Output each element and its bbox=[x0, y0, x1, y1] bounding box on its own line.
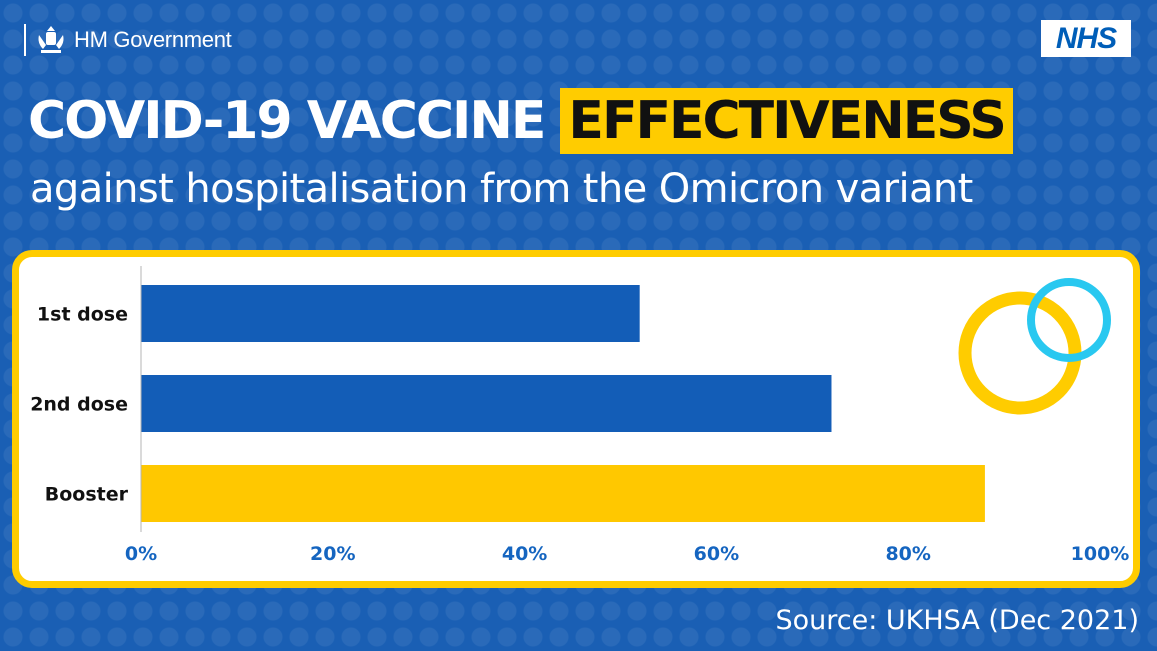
logo-divider bbox=[24, 24, 26, 56]
hm-government-logo: HM Government bbox=[24, 22, 232, 58]
category-label: 2nd dose bbox=[30, 394, 128, 416]
chart-card: 1st dose 2nd dose Booster 0% 20% 40% 60% 80% 10… bbox=[12, 250, 1140, 588]
bar-1st-dose bbox=[141, 285, 640, 342]
source-note: Source: UKHSA (Dec 2021) bbox=[775, 605, 1140, 636]
page-subtitle: against hospitalisation from the Omicron… bbox=[30, 166, 973, 212]
category-label: 1st dose bbox=[37, 304, 128, 326]
x-tick-label: 20% bbox=[310, 543, 355, 565]
x-tick-label: 40% bbox=[502, 543, 547, 565]
category-label: Booster bbox=[45, 484, 129, 506]
x-tick-label: 80% bbox=[885, 543, 930, 565]
nhs-logo-text: NHS bbox=[1055, 21, 1117, 55]
nhs-logo: NHS bbox=[1041, 20, 1131, 57]
x-tick-label: 60% bbox=[694, 543, 739, 565]
page-title: COVID-19 VACCINE EFFECTIVENESS bbox=[28, 86, 1013, 156]
title-main: COVID-19 VACCINE bbox=[28, 91, 546, 151]
bar-2nd-dose bbox=[141, 375, 832, 432]
yellow-ring bbox=[958, 291, 1082, 415]
royal-crest-icon bbox=[38, 26, 64, 53]
overlapping-rings-icon bbox=[958, 278, 1111, 415]
title-highlight: EFFECTIVENESS bbox=[560, 88, 1013, 154]
bar-booster bbox=[141, 465, 985, 522]
x-tick-label: 0% bbox=[125, 543, 157, 565]
cyan-ring bbox=[1027, 278, 1111, 362]
bar-chart: 1st dose 2nd dose Booster 0% 20% 40% 60% 80% 10… bbox=[30, 266, 1130, 565]
government-label: HM Government bbox=[74, 27, 232, 52]
x-tick-label: 100% bbox=[1071, 543, 1130, 565]
